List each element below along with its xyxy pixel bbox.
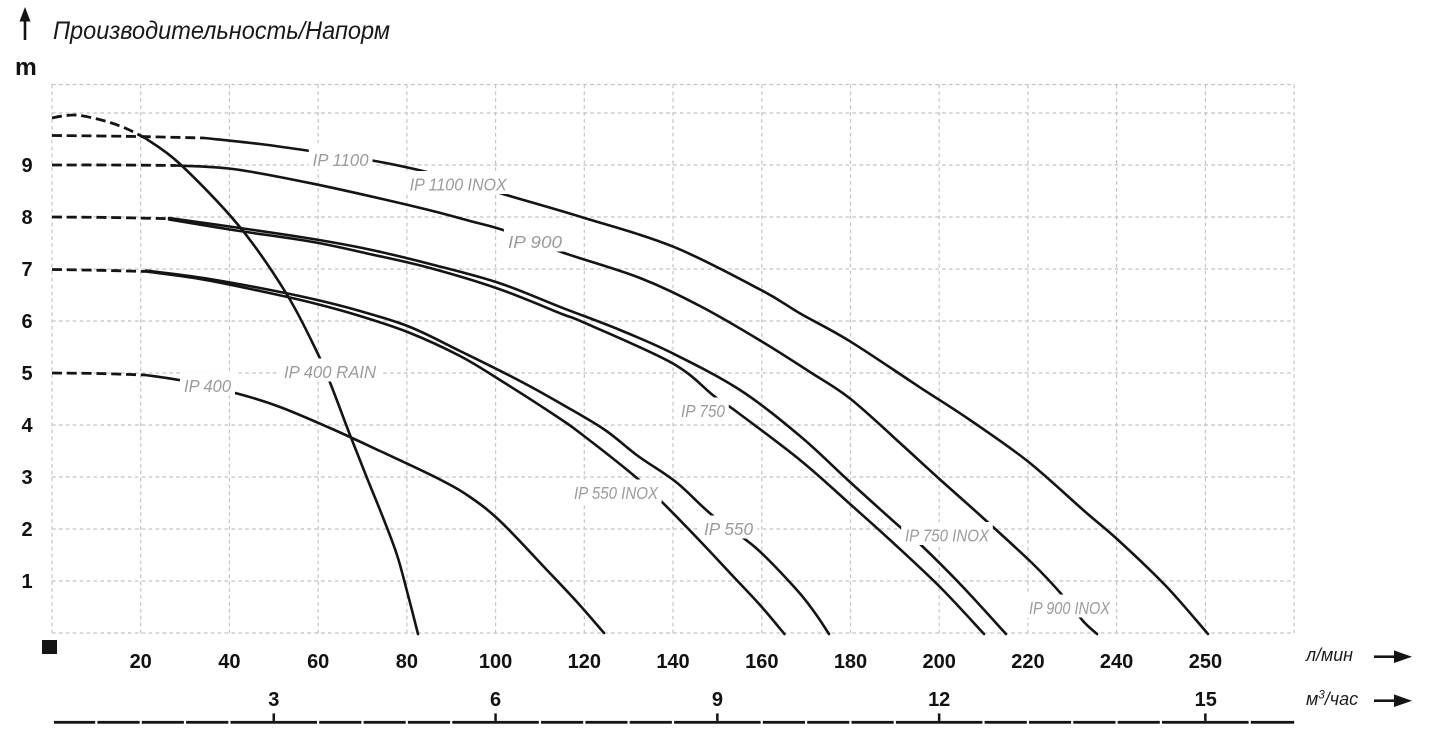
svg-text:IP 750 INOX: IP 750 INOX <box>905 526 990 546</box>
svg-text:5: 5 <box>21 363 32 385</box>
svg-text:7: 7 <box>21 259 32 281</box>
svg-text:120: 120 <box>568 651 601 673</box>
svg-text:4: 4 <box>21 415 33 437</box>
svg-text:IP 550: IP 550 <box>704 519 753 539</box>
svg-text:л/мин: л/мин <box>1305 645 1353 665</box>
svg-text:60: 60 <box>307 651 329 673</box>
svg-text:200: 200 <box>923 651 956 673</box>
svg-text:IP 1100: IP 1100 <box>313 150 369 170</box>
svg-text:1: 1 <box>21 571 32 593</box>
svg-text:20: 20 <box>130 651 152 673</box>
svg-text:140: 140 <box>656 651 689 673</box>
svg-text:15: 15 <box>1195 689 1217 711</box>
svg-text:9: 9 <box>712 689 723 711</box>
svg-text:2: 2 <box>21 519 32 541</box>
svg-text:м3/час: м3/час <box>1306 689 1358 709</box>
svg-text:8: 8 <box>21 207 32 229</box>
svg-text:IP 750: IP 750 <box>681 401 725 421</box>
svg-text:6: 6 <box>21 311 32 333</box>
svg-text:9: 9 <box>21 155 32 177</box>
svg-text:100: 100 <box>479 651 512 673</box>
svg-text:3: 3 <box>268 689 279 711</box>
svg-text:Производительность/Напорм: Производительность/Напорм <box>53 17 390 45</box>
svg-text:IP 550 INOX: IP 550 INOX <box>574 483 659 503</box>
svg-text:6: 6 <box>490 689 501 711</box>
svg-text:12: 12 <box>928 689 950 711</box>
svg-text:m: m <box>15 54 37 81</box>
svg-text:IP 400: IP 400 <box>184 376 231 396</box>
svg-text:180: 180 <box>834 651 867 673</box>
svg-text:80: 80 <box>396 651 418 673</box>
svg-text:160: 160 <box>745 651 778 673</box>
svg-text:40: 40 <box>218 651 240 673</box>
svg-text:IP 400 RAIN: IP 400 RAIN <box>284 362 376 382</box>
svg-text:IP 900 INOX: IP 900 INOX <box>1029 598 1111 618</box>
svg-text:3: 3 <box>21 467 32 489</box>
svg-text:240: 240 <box>1100 651 1133 673</box>
svg-text:250: 250 <box>1189 651 1222 673</box>
svg-text:IP 1100 INOX: IP 1100 INOX <box>410 175 508 195</box>
svg-text:220: 220 <box>1011 651 1044 673</box>
svg-text:IP 900: IP 900 <box>508 232 562 252</box>
